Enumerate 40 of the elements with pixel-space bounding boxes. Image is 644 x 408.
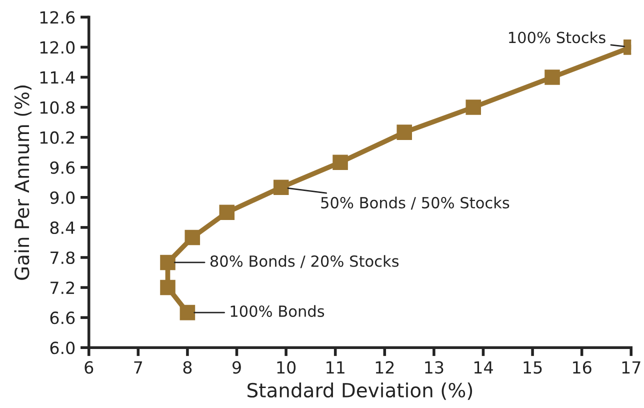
- y-tick-label: 9.0: [50, 191, 75, 204]
- point: [544, 70, 560, 85]
- x-tick-label: 10: [277, 361, 296, 374]
- x-tick-label: 12: [376, 361, 394, 374]
- x-tick-label: 14: [474, 361, 493, 374]
- annotation: 100% Stocks: [509, 31, 606, 44]
- x-tick-label: 15: [524, 361, 542, 374]
- y-tick-label: 8.4: [50, 221, 75, 234]
- x-tick-label: 8: [183, 361, 192, 374]
- y-tick-label: 9.6: [50, 161, 75, 174]
- x-tick-label: 6: [84, 361, 94, 374]
- x-tick-label: 13: [425, 361, 444, 374]
- annotation: 50% Bonds / 50% Stocks: [321, 196, 510, 210]
- x-tick-label: 9: [232, 361, 241, 374]
- y-tick-label: 11.4: [40, 71, 75, 84]
- point: [219, 204, 235, 220]
- point: [184, 230, 200, 246]
- annotation: 100% Bonds: [230, 305, 324, 317]
- y-tick-label: 7.8: [50, 251, 75, 264]
- point: [273, 180, 289, 196]
- point: [396, 124, 412, 140]
- point: [466, 100, 482, 115]
- x-tick-label: 11: [326, 361, 344, 374]
- x-tick-label: 16: [573, 361, 592, 374]
- point: [332, 154, 348, 170]
- point: [160, 254, 176, 270]
- y-axis-title: Gain Per Annum (%): [14, 85, 32, 280]
- annotation: 80% Bonds / 20% Stocks: [210, 255, 399, 268]
- y-tick-label: 7.2: [50, 281, 74, 294]
- y-tick-label: 10.2: [40, 131, 74, 144]
- point: [180, 304, 196, 320]
- y-tick-label: 12.6: [40, 11, 75, 24]
- point: [160, 280, 176, 296]
- x-tick-label: 17: [622, 361, 640, 374]
- y-tick-label: 10.8: [40, 101, 75, 114]
- y-tick-label: 6.0: [50, 342, 75, 354]
- y-tick-label: 6.6: [50, 312, 75, 324]
- y-tick-label: 12.0: [40, 41, 75, 54]
- x-tick-label: 7: [134, 361, 142, 374]
- x-axis-title: Standard Deviation (%): [248, 382, 472, 400]
